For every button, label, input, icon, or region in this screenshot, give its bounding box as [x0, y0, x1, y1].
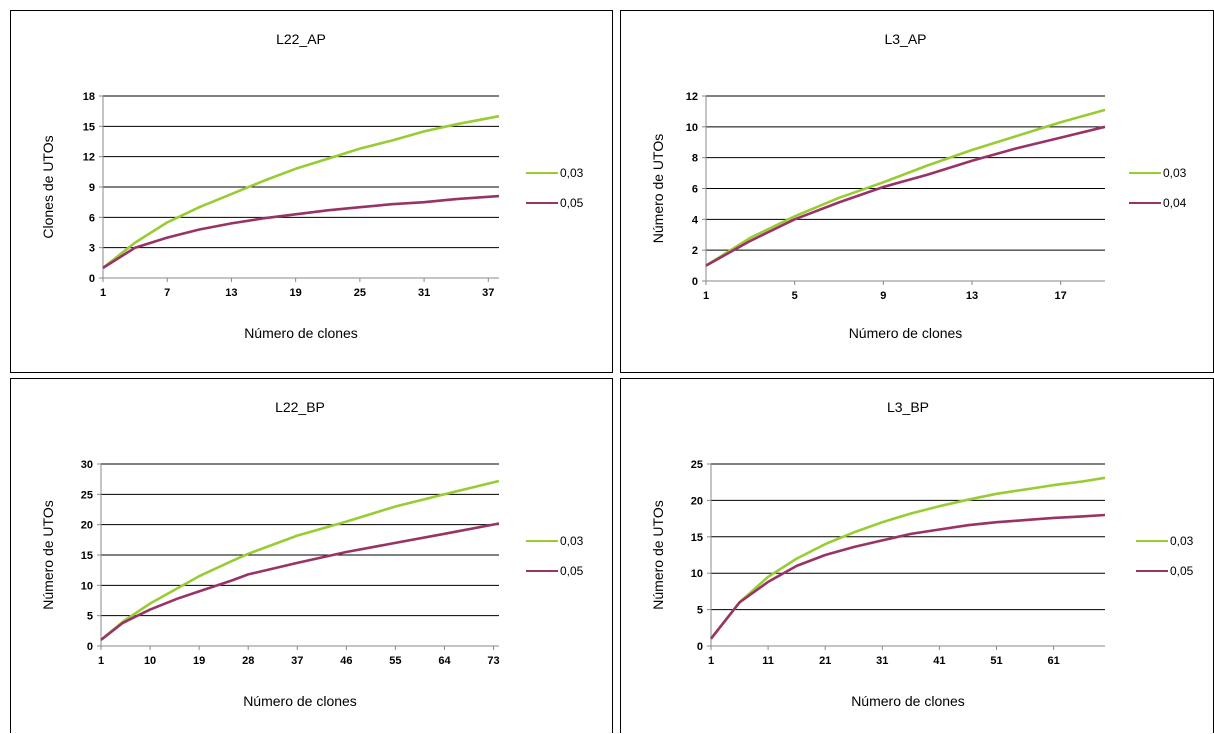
x-tick-label: 10	[144, 655, 156, 667]
y-tick-label: 0	[87, 641, 93, 653]
x-tick-label: 73	[487, 655, 499, 667]
series-line-0-03	[705, 108, 1106, 267]
series-line-0-03	[100, 479, 500, 641]
y-tick-label: 18	[83, 91, 95, 103]
x-tick-label: 19	[290, 287, 302, 299]
x-axis-label: Número de clones	[244, 325, 358, 341]
chart-panel-l22-ap: L22_AP 0 3 6 9 12 15 18 1 7 13 19 25 31 37 Número de cl…	[10, 10, 613, 373]
chart-panel-l22-bp: L22_BP 0 5 10 15 20 25 30 1 10 19 28 37 46 55 64 73 Númer…	[10, 378, 613, 733]
x-tick-label: 55	[389, 655, 401, 667]
series-line-0-04	[705, 125, 1106, 267]
x-tick-label: 7	[164, 287, 170, 299]
y-tick-label: 10	[81, 580, 93, 592]
y-axis-label: Número de UTOs	[650, 134, 666, 243]
chart-panel-l3-ap: L3_AP 0 2 4 6 8 10 12 1 5 9 13 17 Número de clones Núm…	[620, 10, 1214, 373]
y-axis-label: Número de UTOs	[650, 500, 666, 609]
legend-label: 0,03	[1163, 166, 1187, 180]
y-tick-label: 3	[89, 243, 95, 255]
x-tick-label: 13	[225, 287, 237, 299]
x-tick-label: 9	[880, 290, 886, 302]
x-tick-label: 1	[703, 290, 709, 302]
x-tick-label: 61	[1047, 655, 1059, 667]
y-tick-label: 15	[83, 121, 95, 133]
x-tick-label: 13	[966, 290, 978, 302]
chart-title: L3_BP	[887, 399, 929, 415]
y-tick-label: 12	[686, 91, 698, 103]
x-axis-label: Número de clones	[849, 325, 963, 341]
legend-label: 0,05	[1170, 564, 1194, 578]
series-line-0-05	[102, 194, 500, 270]
y-tick-label: 15	[691, 532, 703, 544]
y-tick-label: 10	[691, 568, 703, 580]
x-tick-label: 17	[1055, 290, 1067, 302]
legend-label: 0,05	[560, 564, 584, 578]
x-tick-label: 21	[819, 655, 831, 667]
x-tick-label: 5	[792, 290, 798, 302]
y-tick-label: 25	[81, 489, 93, 501]
chart-svg: L22_AP 0 3 6 9 12 15 18 1 7 13 19 25 31 37 Número de cl…	[40, 31, 584, 341]
y-tick-label: 20	[691, 495, 703, 507]
x-tick-label: 41	[933, 655, 945, 667]
legend-label: 0,03	[560, 534, 584, 548]
x-axis-label: Número de clones	[851, 693, 965, 709]
chart-title: L22_AP	[276, 31, 326, 47]
x-tick-label: 64	[438, 655, 451, 667]
x-axis-label: Número de clones	[243, 693, 357, 709]
y-tick-label: 6	[692, 184, 698, 196]
x-tick-label: 11	[762, 655, 774, 667]
x-tick-label: 37	[291, 655, 303, 667]
x-tick-label: 1	[100, 287, 106, 299]
x-tick-label: 31	[876, 655, 888, 667]
chart-title: L22_BP	[275, 399, 325, 415]
x-tick-label: 37	[482, 287, 494, 299]
y-tick-label: 0	[692, 276, 698, 288]
chart-svg: L3_AP 0 2 4 6 8 10 12 1 5 9 13 17 Número de clones Núm…	[650, 31, 1187, 341]
y-tick-label: 8	[692, 153, 698, 165]
series-line-0-05	[100, 522, 500, 641]
legend-label: 0,05	[560, 196, 584, 210]
y-tick-label: 4	[692, 214, 699, 226]
y-tick-label: 0	[697, 641, 703, 653]
y-tick-label: 5	[87, 611, 93, 623]
y-tick-label: 2	[692, 245, 698, 257]
y-tick-label: 30	[81, 459, 93, 471]
y-axis-label: Número de UTOs	[40, 500, 56, 609]
series-line-0-03	[102, 114, 500, 269]
series-line-0-03	[709, 476, 1106, 640]
x-tick-label: 46	[340, 655, 352, 667]
chart-svg: L22_BP 0 5 10 15 20 25 30 1 10 19 28 37 46 55 64 73 Númer…	[40, 399, 584, 709]
x-tick-label: 25	[354, 287, 366, 299]
x-tick-label: 31	[418, 287, 430, 299]
y-tick-label: 15	[81, 550, 93, 562]
chart-title: L3_AP	[884, 31, 926, 47]
legend-label: 0,04	[1163, 196, 1187, 210]
x-tick-label: 19	[193, 655, 205, 667]
y-tick-label: 0	[89, 273, 95, 285]
legend-label: 0,03	[560, 166, 584, 180]
x-tick-label: 1	[708, 655, 714, 667]
series-line-0-05	[709, 513, 1106, 640]
x-tick-label: 28	[242, 655, 254, 667]
y-tick-label: 9	[89, 182, 95, 194]
x-tick-label: 51	[990, 655, 1002, 667]
y-tick-label: 12	[83, 152, 95, 164]
y-tick-label: 5	[697, 605, 703, 617]
y-tick-label: 20	[81, 520, 93, 532]
chart-panel-l3-bp: L3_BP 0 5 10 15 20 25 1 11 21 31 41 51 61 Número de cl…	[620, 378, 1214, 733]
x-tick-label: 1	[98, 655, 104, 667]
y-tick-label: 25	[691, 459, 703, 471]
legend-label: 0,03	[1170, 534, 1194, 548]
y-axis-label: Clones de UTOs	[40, 135, 56, 238]
y-tick-label: 10	[686, 122, 698, 134]
y-tick-label: 6	[89, 212, 95, 224]
